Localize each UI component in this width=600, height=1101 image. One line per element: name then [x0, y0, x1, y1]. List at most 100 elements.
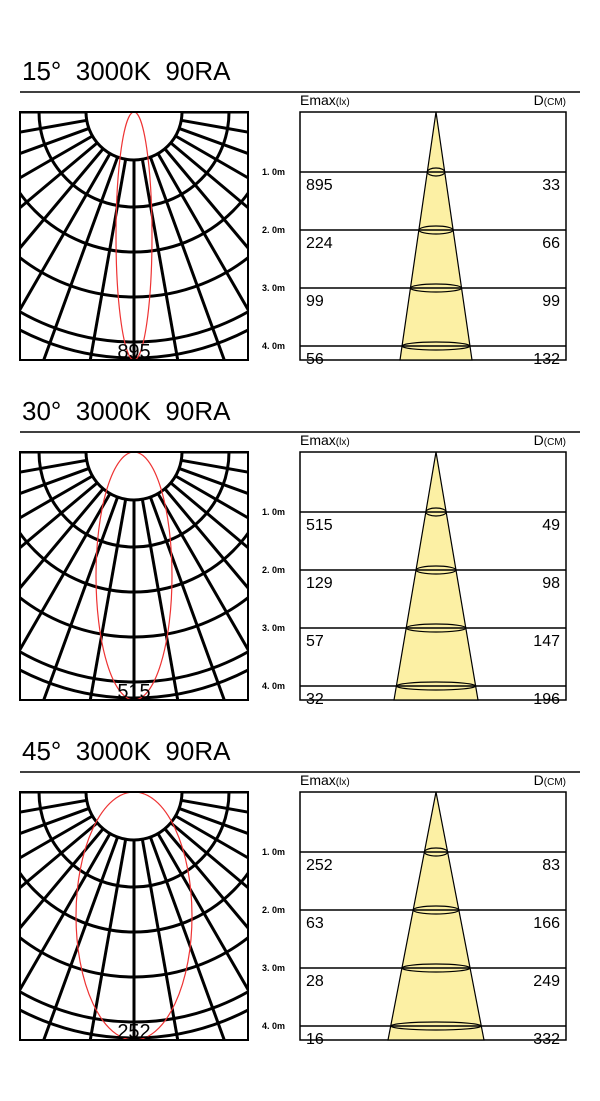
polar-spoke: [20, 827, 105, 931]
polar-spoke: [140, 159, 180, 360]
distance-label: 4. 0m: [262, 681, 285, 691]
panel-title: 15° 3000K 90RA: [22, 56, 231, 86]
d-unit: (CM): [544, 97, 566, 108]
polar-spoke: [163, 147, 248, 251]
polar-frame: [19, 111, 249, 361]
polar-spoke: [169, 821, 248, 890]
diameter-value: 83: [542, 857, 560, 874]
light-curve: [115, 112, 153, 360]
polar-spoke: [156, 832, 248, 993]
peak-label: 252: [117, 1021, 150, 1043]
polar-frame: [19, 791, 249, 1041]
distance-label: 1. 0m: [262, 167, 285, 177]
polar-spoke: [149, 836, 226, 1040]
polar-spoke: [174, 474, 248, 520]
polar-spoke: [169, 481, 248, 550]
polar-spoke: [20, 832, 112, 993]
emax-header-text: Emax: [300, 92, 336, 108]
diameter-value: 66: [542, 235, 560, 252]
distance-label: 3. 0m: [262, 283, 285, 293]
polar-spoke: [20, 798, 87, 814]
emax-value: 63: [306, 915, 324, 932]
polar-diagram: [20, 112, 248, 360]
light-curve: [75, 792, 193, 1040]
panel: 45° 3000K 90RA 252 Emax(lx) D(CM) 1. 0m 252 83…: [19, 736, 580, 1048]
polar-spoke: [42, 836, 119, 1040]
d-unit: (CM): [544, 777, 566, 788]
emax-value: 252: [306, 857, 333, 874]
light-curve: [95, 452, 173, 700]
polar-spoke: [181, 458, 248, 474]
diameter-value: 166: [533, 915, 560, 932]
d-header: D(CM): [534, 432, 566, 448]
diameter-value: 99: [542, 293, 560, 310]
light-cone: [387, 791, 485, 1041]
emax-header: Emax(lx): [300, 92, 350, 108]
polar-spoke: [181, 798, 248, 814]
polar-spoke: [88, 839, 128, 1040]
diameter-value: 147: [533, 633, 560, 650]
emax-value: 32: [306, 691, 324, 708]
d-unit: (CM): [544, 437, 566, 448]
diameter-value: 196: [533, 691, 560, 708]
diameter-value: 132: [533, 351, 560, 368]
d-header-text: D: [534, 432, 544, 448]
diameter-value: 249: [533, 973, 560, 990]
distance-label: 2. 0m: [262, 225, 285, 235]
diameter-value: 332: [533, 1031, 560, 1048]
polar-spoke: [42, 156, 119, 360]
distance-label: 2. 0m: [262, 565, 285, 575]
emax-value: 224: [306, 235, 333, 252]
distance-label: 1. 0m: [262, 847, 285, 857]
emax-unit: (lx): [336, 97, 350, 108]
diameter-value: 49: [542, 517, 560, 534]
polar-spoke: [20, 152, 112, 313]
polar-spoke: [42, 496, 119, 700]
polar-spoke: [20, 147, 105, 251]
polar-spoke: [20, 474, 94, 520]
polar-spoke: [181, 118, 248, 134]
emax-value: 16: [306, 1031, 324, 1048]
polar-spoke: [20, 467, 90, 496]
d-header: D(CM): [534, 92, 566, 108]
polar-spoke: [20, 487, 105, 591]
polar-spoke: [20, 118, 87, 134]
polar-spoke: [20, 814, 94, 860]
emax-header-text: Emax: [300, 432, 336, 448]
polar-spoke: [156, 152, 248, 313]
polar-spoke: [20, 821, 99, 890]
polar-spoke: [174, 814, 248, 860]
polar-spoke: [163, 827, 248, 931]
polar-spoke: [156, 492, 248, 653]
polar-spoke: [20, 458, 87, 474]
d-header-text: D: [534, 92, 544, 108]
polar-spoke: [20, 492, 112, 653]
polar-spoke: [140, 839, 180, 1040]
polar-spoke: [20, 141, 99, 210]
emax-unit: (lx): [336, 777, 350, 788]
emax-value: 28: [306, 973, 324, 990]
emax-header: Emax(lx): [300, 432, 350, 448]
polar-spoke: [169, 141, 248, 210]
light-cone: [393, 451, 479, 701]
panel: 30° 3000K 90RA 515 Emax(lx) D(CM) 1. 0m 515 49…: [19, 396, 580, 708]
emax-value: 57: [306, 633, 324, 650]
emax-unit: (lx): [336, 437, 350, 448]
peak-label: 515: [117, 681, 150, 703]
panel: 15° 3000K 90RA 895 Emax(lx) D(CM) 1. 0m 895 33…: [19, 56, 580, 368]
light-cone: [399, 111, 473, 361]
polar-diagram: [20, 792, 248, 1040]
polar-spoke: [20, 481, 99, 550]
distance-label: 2. 0m: [262, 905, 285, 915]
polar-frame: [19, 451, 249, 701]
emax-value: 895: [306, 177, 333, 194]
polar-spoke: [20, 127, 90, 156]
polar-spoke: [178, 807, 248, 836]
d-header-text: D: [534, 772, 544, 788]
polar-spoke: [140, 499, 180, 700]
polar-spoke: [178, 467, 248, 496]
polar-spoke: [88, 159, 128, 360]
diameter-value: 98: [542, 575, 560, 592]
emax-value: 99: [306, 293, 324, 310]
